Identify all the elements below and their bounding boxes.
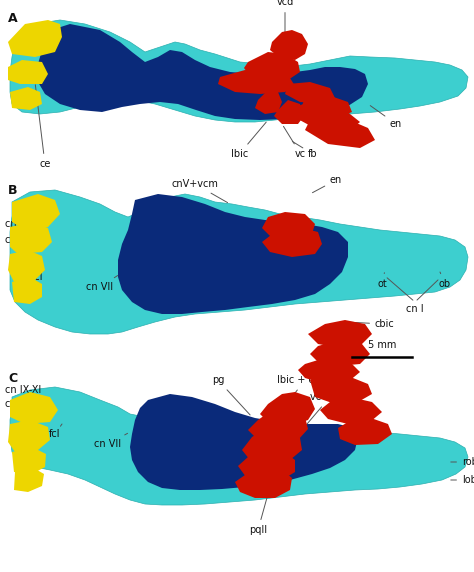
Text: pqII: pqII [249, 496, 267, 535]
Polygon shape [285, 82, 335, 104]
Text: Ibic: Ibic [231, 122, 266, 159]
Polygon shape [308, 320, 372, 348]
Polygon shape [310, 374, 372, 404]
Text: rob: rob [451, 457, 474, 467]
Polygon shape [118, 194, 348, 314]
Text: ot: ot [377, 273, 387, 289]
Text: A: A [8, 12, 18, 25]
Text: pf: pf [18, 202, 43, 219]
Polygon shape [8, 20, 62, 57]
Text: pg: pg [212, 375, 250, 415]
Polygon shape [8, 420, 50, 452]
Polygon shape [242, 427, 302, 464]
Polygon shape [270, 30, 308, 60]
Text: en: en [370, 106, 402, 129]
Text: vc =spa: vc =spa [292, 392, 350, 442]
Polygon shape [130, 394, 358, 490]
Polygon shape [14, 467, 44, 492]
Text: ce: ce [36, 85, 51, 169]
Polygon shape [8, 250, 45, 282]
Text: cn IX-XI: cn IX-XI [5, 219, 41, 237]
Text: cn IX-XI: cn IX-XI [5, 385, 41, 402]
Polygon shape [38, 24, 368, 120]
Polygon shape [10, 190, 468, 334]
Text: cnV+vcm: cnV+vcm [172, 179, 228, 202]
Polygon shape [255, 90, 282, 114]
Polygon shape [238, 448, 295, 482]
Text: cn VII: cn VII [86, 276, 118, 292]
Text: lob: lob [451, 475, 474, 485]
Polygon shape [235, 466, 292, 498]
Polygon shape [248, 410, 308, 444]
Polygon shape [298, 357, 360, 384]
Polygon shape [295, 100, 360, 132]
Polygon shape [10, 392, 58, 424]
Polygon shape [320, 397, 382, 424]
Polygon shape [338, 417, 392, 445]
Polygon shape [12, 194, 60, 230]
Text: 5 mm: 5 mm [368, 340, 396, 350]
Text: fcl: fcl [32, 264, 44, 282]
Text: cn I: cn I [406, 304, 424, 314]
Text: C: C [8, 372, 17, 385]
Text: cn VII: cn VII [94, 434, 128, 449]
Text: fb: fb [292, 141, 318, 159]
Polygon shape [10, 20, 468, 122]
Polygon shape [262, 227, 322, 257]
Text: cn XII: cn XII [5, 235, 32, 250]
Polygon shape [305, 116, 375, 148]
Text: vc: vc [283, 126, 306, 159]
Polygon shape [10, 387, 468, 505]
Polygon shape [274, 100, 304, 124]
Text: vcd: vcd [276, 0, 293, 34]
Polygon shape [12, 447, 46, 474]
Polygon shape [302, 94, 352, 118]
Polygon shape [10, 87, 42, 110]
Text: cbic: cbic [348, 319, 395, 329]
Polygon shape [260, 392, 315, 426]
Polygon shape [218, 70, 295, 94]
Polygon shape [262, 212, 315, 240]
Text: cn XII: cn XII [5, 399, 33, 415]
Text: en: en [312, 175, 342, 193]
Text: Ibic + cn VI: Ibic + cn VI [277, 375, 333, 408]
Text: B: B [8, 184, 18, 197]
Text: fcl: fcl [49, 424, 62, 439]
Polygon shape [244, 52, 300, 82]
Polygon shape [12, 277, 42, 304]
Polygon shape [10, 222, 52, 254]
Polygon shape [8, 60, 48, 84]
Text: ob: ob [439, 272, 451, 289]
Polygon shape [310, 340, 370, 366]
